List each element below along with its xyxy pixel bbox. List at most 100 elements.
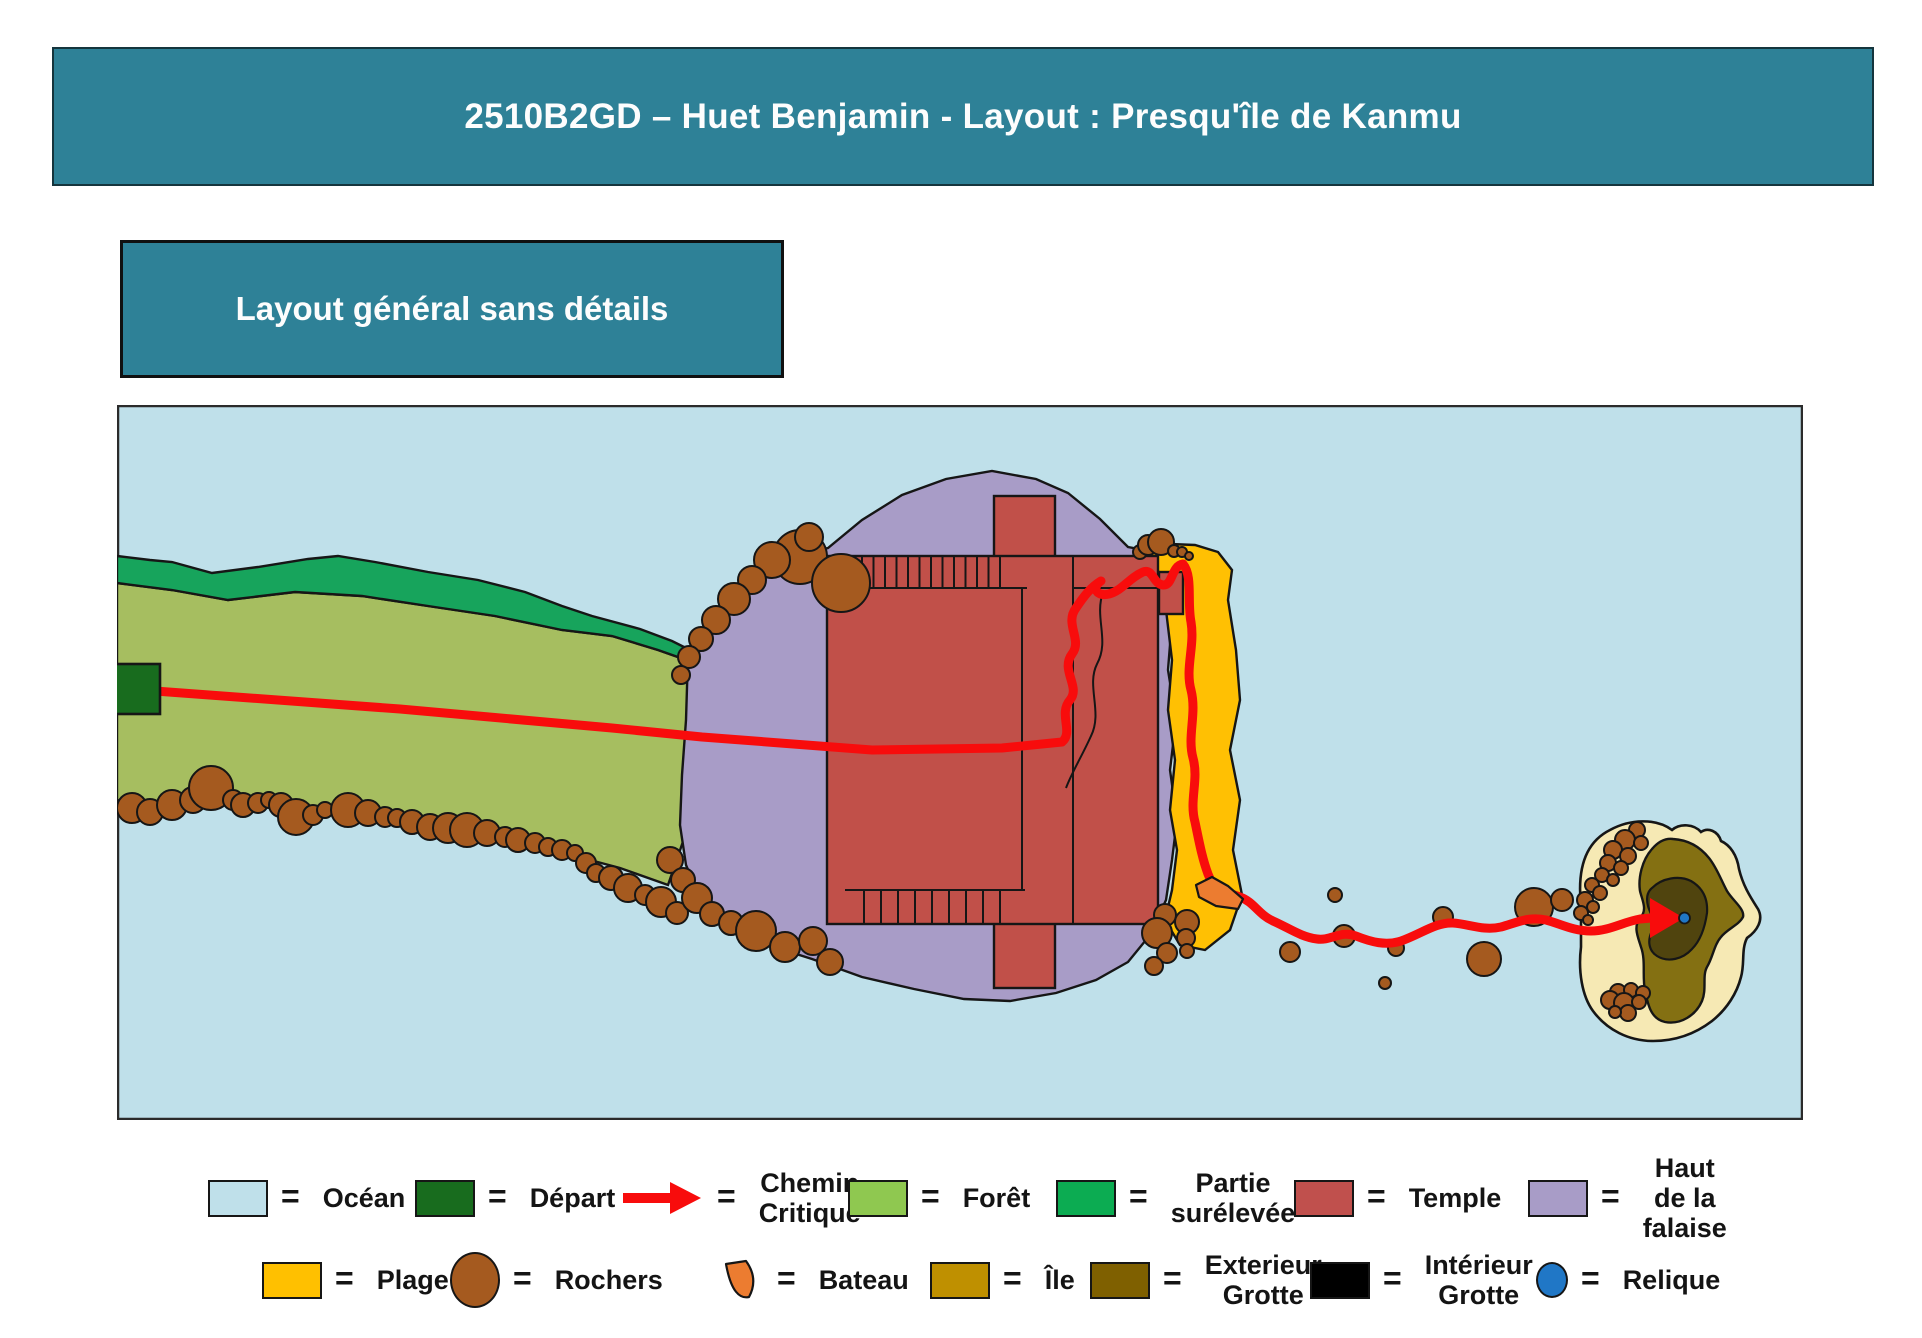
rock <box>753 541 791 579</box>
plage-swatch <box>262 1261 322 1299</box>
rock <box>798 926 828 956</box>
legend-label-haut-falaise: Haut de la falaise <box>1642 1152 1727 1244</box>
rock <box>1592 885 1608 901</box>
equals-sign: = <box>1003 1259 1022 1296</box>
rock <box>717 582 751 616</box>
rochers-icon <box>450 1252 500 1308</box>
legend-label-foret: Forêt <box>962 1182 1031 1213</box>
rock <box>665 901 689 925</box>
legend-item-rochers: = Rochers <box>450 1244 663 1316</box>
rock <box>701 605 731 635</box>
equals-sign: = <box>335 1259 354 1296</box>
depart-swatch <box>415 1179 475 1217</box>
temple-swatch <box>1294 1179 1354 1217</box>
boat-icon <box>724 1259 755 1299</box>
relique-icon <box>1536 1262 1568 1298</box>
ocean-swatch <box>208 1179 268 1217</box>
temple-complex <box>825 494 1185 990</box>
equals-sign: = <box>1601 1177 1620 1214</box>
legend-item-haut-falaise: = Haut de la falaise <box>1528 1152 1727 1244</box>
layout-map <box>117 405 1803 1120</box>
legend-label-bateau: Bateau <box>818 1264 909 1295</box>
rock <box>1156 942 1178 964</box>
rock <box>1144 956 1164 976</box>
rock <box>1631 994 1647 1010</box>
temple-main-hall <box>825 554 1160 926</box>
rock <box>677 645 701 669</box>
rock <box>1378 976 1392 990</box>
legend-label-chemin-critique: Chemin Critique <box>758 1167 861 1228</box>
rock <box>688 626 714 652</box>
rock <box>1141 917 1173 949</box>
rock <box>1582 914 1594 926</box>
equals-sign: = <box>717 1177 736 1214</box>
equals-sign: = <box>513 1259 532 1296</box>
rock <box>1619 847 1637 865</box>
legend-label-temple: Temple <box>1408 1182 1502 1213</box>
rock <box>671 665 691 685</box>
temple-bottom-tower <box>992 920 1057 990</box>
raised-strip <box>117 554 703 672</box>
rock <box>188 765 234 811</box>
equals-sign: = <box>1383 1259 1402 1296</box>
rock <box>1633 835 1649 851</box>
relic-dot <box>1678 911 1691 925</box>
legend-item-partie-surelevee: = Partie surélevée <box>1056 1152 1295 1244</box>
legend-label-rochers: Rochers <box>554 1264 663 1295</box>
legend-item-depart: = Départ <box>415 1152 615 1244</box>
exterieur-grotte-swatch <box>1090 1261 1150 1299</box>
legend-label-depart: Départ <box>529 1182 616 1213</box>
legend-label-partie-surelevee: Partie surélevée <box>1170 1167 1296 1228</box>
legend-item-ocean: = Océan <box>208 1152 405 1244</box>
rock <box>1279 941 1301 963</box>
legend-label-exterieur-grotte: Exterieur Grotte <box>1204 1249 1322 1310</box>
boat <box>1194 875 1245 911</box>
title-banner: 2510B2GD – Huet Benjamin - Layout : Pres… <box>52 47 1874 186</box>
temple-bottom-stairs <box>863 890 1001 924</box>
rock <box>1586 900 1600 914</box>
legend-item-plage: = Plage <box>262 1244 449 1316</box>
legend-label-relique: Relique <box>1622 1264 1721 1295</box>
interieur-grotte-swatch <box>1310 1261 1370 1299</box>
rock <box>1466 941 1502 977</box>
equals-sign: = <box>1367 1177 1386 1214</box>
legend-item-interieur-grotte: = Intérieur Grotte <box>1310 1244 1533 1316</box>
rock <box>1608 1005 1622 1019</box>
legend-item-exterieur-grotte: = Exterieur Grotte <box>1090 1244 1322 1316</box>
equals-sign: = <box>1129 1177 1148 1214</box>
rock <box>1550 888 1574 912</box>
critical-path-arrowhead <box>1650 898 1684 938</box>
foret-swatch <box>848 1179 908 1217</box>
red-arrow-icon <box>623 1182 701 1214</box>
rock <box>816 948 844 976</box>
equals-sign: = <box>921 1177 940 1214</box>
rock <box>811 553 871 613</box>
legend-item-bateau: = Bateau <box>716 1244 909 1316</box>
temple-crack <box>1065 591 1104 789</box>
partie-surelevee-swatch <box>1056 1179 1116 1217</box>
equals-sign: = <box>1581 1259 1600 1296</box>
legend-label-plage: Plage <box>376 1264 449 1295</box>
temple-top-tower <box>992 494 1057 560</box>
subtitle-text: Layout général sans détails <box>235 290 669 327</box>
equals-sign: = <box>777 1259 796 1296</box>
legend-label-ocean: Océan <box>322 1182 406 1213</box>
rock <box>1619 1004 1637 1022</box>
subtitle-box: Layout général sans détails <box>120 240 784 378</box>
equals-sign: = <box>488 1177 507 1214</box>
rock <box>735 910 777 952</box>
rock <box>1184 551 1194 561</box>
ile-swatch <box>930 1261 990 1299</box>
legend-item-foret: = Forêt <box>848 1152 1030 1244</box>
rock <box>1606 873 1620 887</box>
rock <box>794 522 824 552</box>
rock <box>1327 887 1343 903</box>
rock <box>769 931 801 963</box>
legend-label-interieur-grotte: Intérieur Grotte <box>1424 1249 1533 1310</box>
haut-falaise-swatch <box>1528 1179 1588 1217</box>
legend-item-relique: = Relique <box>1536 1244 1720 1316</box>
rocks-group <box>117 522 1651 1022</box>
equals-sign: = <box>1163 1259 1182 1296</box>
rock <box>1179 943 1195 959</box>
equals-sign: = <box>281 1177 300 1214</box>
